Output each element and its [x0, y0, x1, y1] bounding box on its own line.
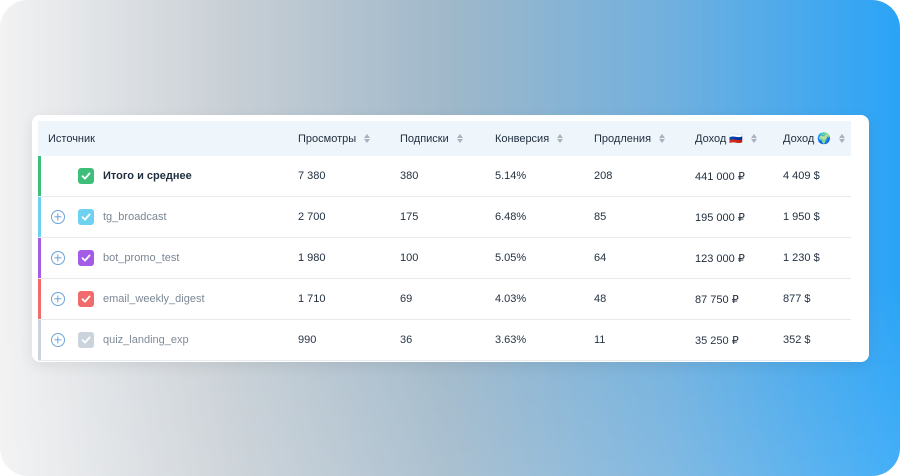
cell-renewals: 48 [594, 293, 607, 305]
cell-revenue-rub: 87 750 ₽ [695, 293, 739, 306]
header-label: Продления [594, 132, 652, 145]
table-body: Итого и среднее 7 380 380 5.14% 208 441 000 ₽… [38, 156, 851, 361]
sort-icon[interactable] [659, 134, 666, 143]
cell-subscriptions: 380 [400, 170, 419, 182]
sort-icon[interactable] [364, 134, 371, 143]
source-name: Итого и среднее [103, 170, 192, 182]
row-color-bar [38, 320, 41, 360]
header-label: Конверсия [495, 132, 550, 145]
cell-revenue-usd: 352 $ [783, 334, 811, 346]
cell-revenue-rub: 35 250 ₽ [695, 334, 739, 347]
header-source: Источник [48, 133, 95, 145]
cell-revenue-usd: 1 230 $ [783, 252, 820, 264]
cell-revenue-usd: 1 950 $ [783, 211, 820, 223]
row-checkbox[interactable] [78, 291, 94, 307]
cell-views: 1 980 [298, 252, 326, 264]
cell-conversion: 4.03% [495, 293, 527, 305]
row-color-bar [38, 156, 41, 196]
cell-conversion: 3.63% [495, 334, 527, 346]
table-row: bot_promo_test 1 980 100 5.05% 64 123 000 ₽ 1 … [38, 238, 851, 279]
cell-subscriptions: 69 [400, 293, 413, 305]
table-row: quiz_landing_exp 990 36 3.63% 11 35 250 ₽ 352 … [38, 320, 851, 361]
cell-views: 1 710 [298, 293, 326, 305]
cell-renewals: 64 [594, 252, 607, 264]
header-label: Источник [48, 132, 95, 145]
cell-revenue-rub: 441 000 ₽ [695, 170, 745, 183]
cell-subscriptions: 100 [400, 252, 419, 264]
table-row: email_weekly_digest 1 710 69 4.03% 48 87 750 … [38, 279, 851, 320]
header-label: Просмотры [298, 132, 357, 145]
cell-renewals: 208 [594, 170, 613, 182]
row-color-bar [38, 279, 41, 319]
cell-subscriptions: 175 [400, 211, 419, 223]
cell-revenue-usd: 4 409 $ [783, 170, 820, 182]
cell-subscriptions: 36 [400, 334, 413, 346]
header-label: Доход 🌍 [783, 133, 831, 145]
cell-revenue-usd: 877 $ [783, 293, 811, 305]
cell-conversion: 6.48% [495, 211, 527, 223]
cell-conversion: 5.14% [495, 170, 527, 182]
row-checkbox[interactable] [78, 250, 94, 266]
cell-renewals: 85 [594, 211, 607, 223]
row-color-bar [38, 238, 41, 278]
cell-conversion: 5.05% [495, 252, 527, 264]
source-name: tg_broadcast [103, 211, 167, 223]
row-color-bar [38, 197, 41, 237]
header-renewals[interactable]: Продления [594, 132, 666, 145]
expand-row-icon[interactable] [51, 333, 65, 347]
sort-icon[interactable] [557, 134, 564, 143]
source-name: bot_promo_test [103, 252, 180, 264]
expand-row-icon[interactable] [51, 292, 65, 306]
header-views[interactable]: Просмотры [298, 132, 371, 145]
sources-table-card: Источник Просмотры Подписки Конверсия Продле… [32, 115, 869, 362]
table-row: tg_broadcast 2 700 175 6.48% 85 195 000 ₽ 1 95… [38, 197, 851, 238]
source-name: email_weekly_digest [103, 293, 205, 305]
cell-views: 2 700 [298, 211, 326, 223]
row-checkbox[interactable] [78, 332, 94, 348]
header-revenue-usd[interactable]: Доход 🌍 [783, 132, 845, 145]
cell-views: 7 380 [298, 170, 326, 182]
expand-row-icon[interactable] [51, 251, 65, 265]
sources-table: Источник Просмотры Подписки Конверсия Продле… [38, 121, 851, 361]
header-label: Подписки [400, 132, 449, 145]
row-checkbox[interactable] [78, 209, 94, 225]
header-revenue-rub[interactable]: Доход 🇷🇺 [695, 132, 757, 145]
header-label: Доход 🇷🇺 [695, 133, 743, 145]
header-subscriptions[interactable]: Подписки [400, 133, 463, 145]
sort-icon[interactable] [751, 134, 757, 143]
cell-views: 990 [298, 334, 317, 346]
table-header: Источник Просмотры Подписки Конверсия Продле… [38, 121, 851, 156]
cell-renewals: 11 [594, 334, 606, 346]
expand-row-icon[interactable] [51, 210, 65, 224]
header-conversion[interactable]: Конверсия [495, 132, 564, 145]
source-name: quiz_landing_exp [103, 334, 189, 346]
sort-icon[interactable] [456, 134, 463, 143]
totals-row: Итого и среднее 7 380 380 5.14% 208 441 000 ₽… [38, 156, 851, 197]
cell-revenue-rub: 123 000 ₽ [695, 252, 745, 265]
cell-revenue-rub: 195 000 ₽ [695, 211, 745, 224]
row-checkbox[interactable] [78, 168, 94, 184]
sort-icon[interactable] [839, 134, 845, 143]
